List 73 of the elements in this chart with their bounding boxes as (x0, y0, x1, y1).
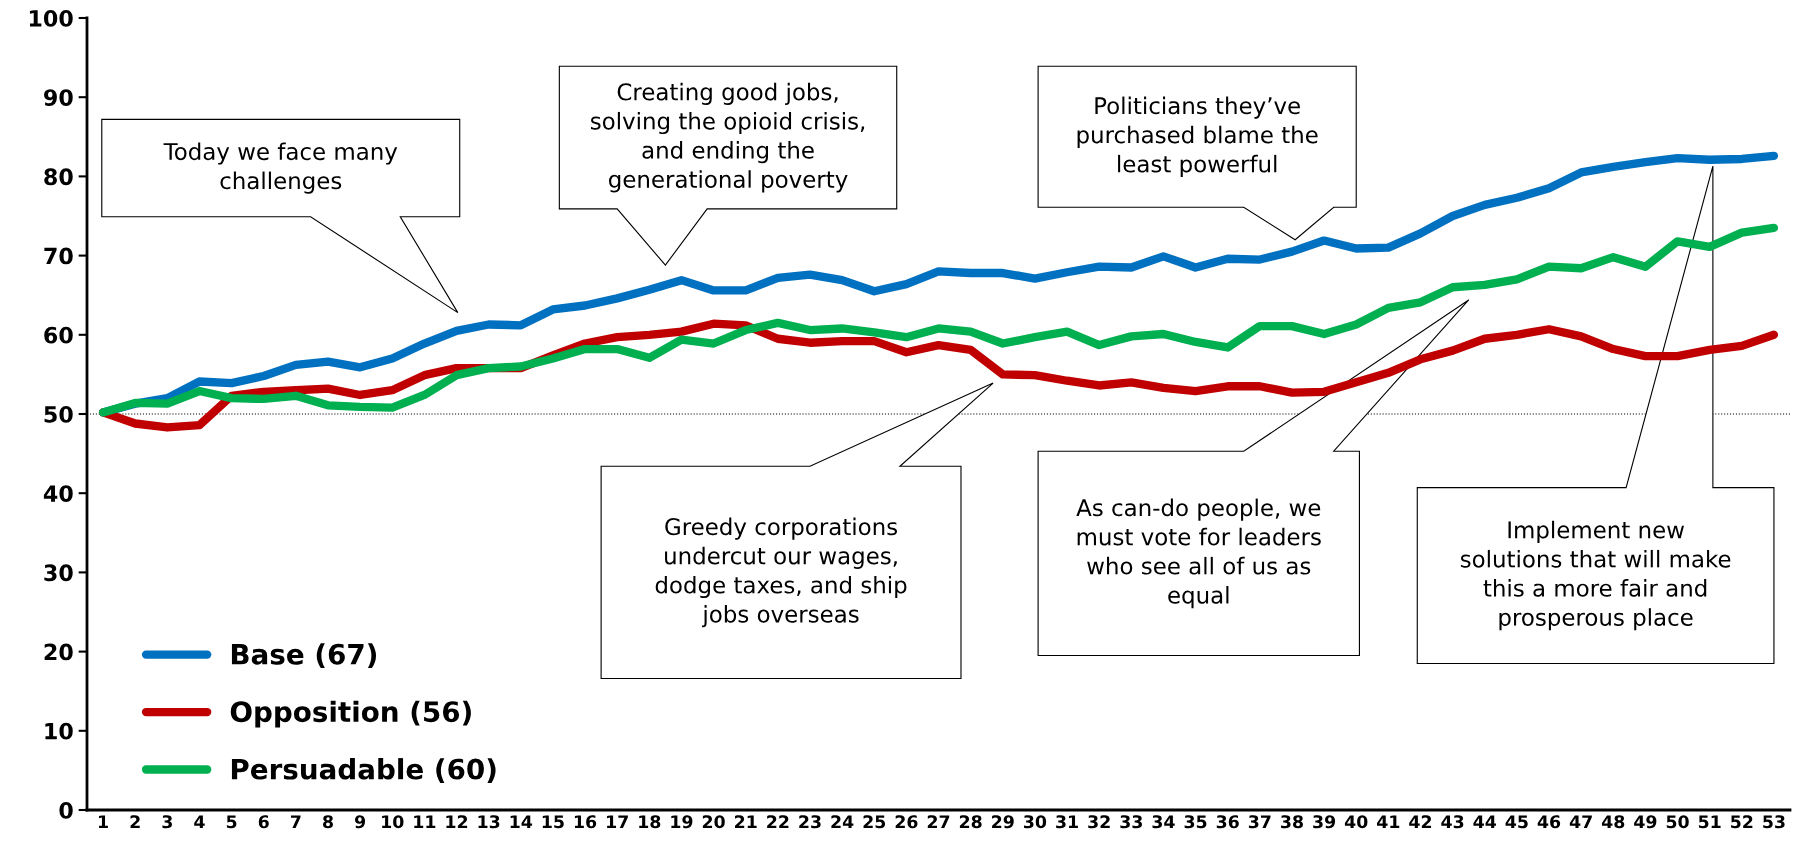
x-tick-label: 53 (1763, 815, 1785, 829)
annotation: Politicians they’ve purchased blame the least powerful (1077, 96, 1318, 178)
y-tick-label: 10 (45, 722, 73, 740)
x-tick-label: 15 (542, 815, 564, 829)
x-tick-label: 34 (1152, 815, 1175, 829)
x-tick-label: 51 (1698, 815, 1721, 829)
x-tick-label: 32 (1088, 815, 1110, 829)
x-tick-label: 40 (1344, 815, 1368, 829)
x-tick-label: 44 (1473, 815, 1497, 829)
x-tick-label: 17 (607, 815, 628, 829)
x-tick-label: 30 (1023, 815, 1047, 829)
x-tick-label: 18 (639, 815, 661, 829)
x-tick-label: 5 (226, 815, 237, 829)
y-tick-label: 0 (59, 801, 73, 819)
x-tick-label: 48 (1601, 815, 1625, 829)
x-tick-label: 25 (863, 815, 886, 829)
x-tick-label: 20 (702, 815, 725, 829)
x-tick-label: 19 (671, 815, 693, 829)
annotation: Greedy corporations undercut our wages, dodge taxes, and ship jobs overseas (655, 517, 907, 628)
y-tick-label: 90 (44, 89, 73, 106)
x-tick-label: 35 (1184, 815, 1207, 829)
y-tick-label: 40 (43, 485, 73, 502)
x-tick-label: 39 (1313, 815, 1336, 829)
y-tick-label: 70 (44, 247, 73, 265)
x-tick-label: 1 (98, 815, 108, 829)
x-tick-label: 7 (290, 815, 301, 829)
annotation: Today we face many challenges (163, 142, 398, 194)
annotation: Creating good jobs, solving the opioid crisis, and ending the generational poverty (590, 82, 865, 193)
y-tick-label: 80 (44, 168, 73, 186)
x-tick-label: 28 (959, 815, 982, 829)
x-tick-label: 45 (1505, 815, 1528, 829)
x-tick-label: 36 (1216, 815, 1239, 829)
x-tick-label: 42 (1409, 815, 1432, 829)
x-tick-label: 33 (1120, 815, 1142, 829)
x-tick-label: 29 (992, 815, 1014, 829)
x-tick-label: 49 (1634, 815, 1657, 829)
x-tick-label: 52 (1731, 815, 1753, 829)
x-tick-label: 16 (574, 815, 597, 829)
y-tick-label: 100 (29, 9, 73, 27)
x-tick-label: 27 (927, 815, 950, 829)
x-tick-label: 23 (799, 815, 821, 829)
x-tick-label: 37 (1248, 815, 1271, 829)
y-tick-label: 30 (44, 564, 73, 582)
x-tick-label: 14 (510, 815, 533, 829)
x-tick-label: 11 (414, 815, 436, 829)
x-tick-label: 26 (895, 815, 918, 829)
x-tick-label: 2 (130, 815, 140, 829)
x-tick-label: 10 (382, 815, 404, 829)
legend-label: Base (67) (231, 643, 377, 669)
x-tick-label: 22 (767, 815, 789, 829)
x-tick-label: 47 (1569, 815, 1592, 829)
x-tick-label: 9 (354, 815, 366, 829)
x-tick-label: 12 (446, 815, 468, 829)
x-tick-label: 41 (1377, 815, 1400, 829)
y-tick-label: 50 (44, 405, 73, 423)
x-tick-label: 24 (831, 815, 854, 829)
x-tick-label: 43 (1441, 815, 1464, 829)
x-tick-label: 50 (1666, 815, 1689, 829)
x-tick-label: 46 (1537, 815, 1561, 829)
x-tick-label: 6 (258, 815, 269, 829)
x-tick-label: 21 (735, 815, 757, 829)
x-tick-label: 4 (194, 815, 205, 829)
x-tick-label: 38 (1281, 815, 1303, 829)
x-tick-label: 8 (323, 815, 333, 829)
legend-label: Persuadable (60) (231, 758, 496, 783)
y-tick-label: 20 (44, 643, 73, 661)
x-tick-label: 3 (162, 815, 172, 829)
annotation: As can-do people, we must vote for leaders who see all of us as equal (1076, 498, 1321, 609)
legend-label: Opposition (56) (230, 700, 471, 728)
x-tick-label: 13 (478, 815, 500, 829)
y-tick-label: 60 (44, 326, 73, 344)
annotation: Implement new solutions that will make this a more fair and prosperous place (1460, 520, 1731, 631)
x-tick-label: 31 (1056, 815, 1078, 829)
